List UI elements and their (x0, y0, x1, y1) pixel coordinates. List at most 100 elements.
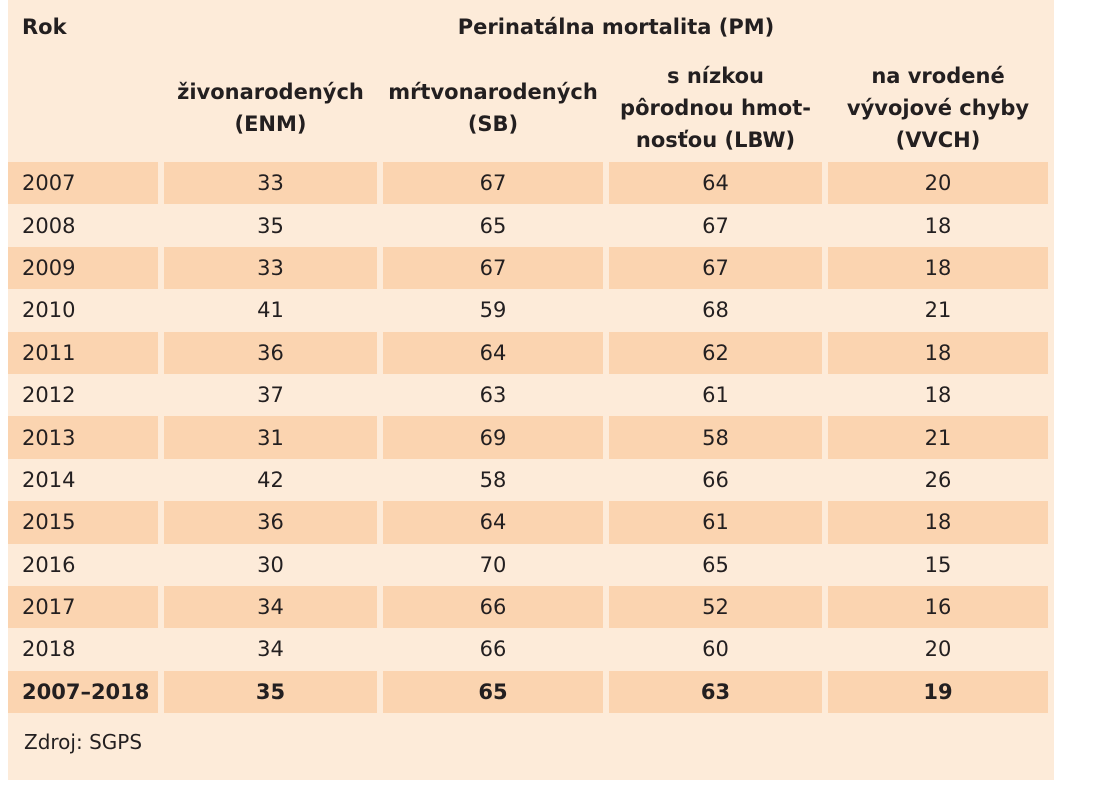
cell-enm: 33 (164, 162, 377, 205)
cell-vvch: 16 (828, 585, 1048, 629)
table-row: 2014 42 58 66 26 (8, 459, 1048, 501)
cell-lbw-total: 63 (609, 670, 822, 714)
cell-sb: 64 (383, 501, 603, 544)
cell-lbw: 67 (609, 246, 822, 290)
cell-enm-total: 35 (164, 670, 377, 714)
cell-sb: 67 (383, 246, 603, 290)
cell-vvch: 20 (924, 637, 952, 662)
source-note: Zdroj: SGPS (24, 730, 143, 754)
cell-enm: 42 (257, 467, 284, 492)
cell-vvch: 15 (924, 552, 952, 577)
cell-year: 2017 (8, 585, 158, 629)
table-row: 2007 33 67 64 20 (8, 162, 1048, 205)
cell-vvch: 21 (924, 298, 952, 323)
cell-sb: 63 (479, 383, 507, 408)
header-enm-line: (ENM) (234, 112, 307, 136)
cell-lbw: 64 (609, 162, 822, 205)
header-rok: Rok (22, 15, 67, 39)
cell-vvch: 18 (828, 331, 1048, 374)
cell-lbw: 66 (702, 467, 729, 492)
header-vvch: na vrodené vývojové chyby (VVCH) (828, 54, 1048, 162)
table-panel: Rok Perinatálna mortalita (PM) živonarod… (8, 0, 1054, 780)
table-row: 2013 31 69 58 21 (8, 416, 1048, 459)
cell-lbw: 65 (702, 552, 729, 577)
cell-sb: 70 (479, 552, 507, 577)
cell-year: 2007 (8, 162, 158, 205)
table-row: 2017 34 66 52 16 (8, 585, 1048, 629)
cell-sb: 59 (479, 298, 507, 323)
cell-sb: 65 (479, 213, 507, 238)
table-row: 2012 37 63 61 18 (8, 374, 1048, 416)
cell-enm: 36 (164, 331, 377, 374)
cell-vvch: 18 (828, 501, 1048, 544)
cell-sb: 64 (383, 331, 603, 374)
header-enm-line: živonarodených (177, 80, 364, 104)
cell-year: 2015 (8, 501, 158, 544)
cell-lbw: 67 (702, 213, 729, 238)
cell-enm: 41 (257, 298, 284, 323)
table-row: 2016 30 70 65 15 (8, 544, 1048, 586)
cell-year: 2008 (22, 213, 76, 238)
cell-enm: 34 (257, 637, 284, 662)
header-lbw-line: pôrodnou hmot- (620, 96, 811, 120)
cell-enm: 35 (257, 213, 284, 238)
header-group-pm: Perinatálna mortalita (PM) (164, 0, 1048, 54)
cell-vvch: 18 (924, 383, 952, 408)
cell-lbw: 60 (702, 637, 729, 662)
cell-sb: 66 (479, 637, 507, 662)
cell-year-total: 2007–2018 (8, 670, 158, 714)
header-vvch-line: na vrodené (871, 64, 1005, 88)
cell-vvch: 20 (828, 162, 1048, 205)
cell-year: 2016 (22, 552, 76, 577)
cell-sb: 58 (479, 467, 507, 492)
header-lbw-line: nosťou (LBW) (635, 128, 796, 152)
cell-vvch: 26 (924, 467, 952, 492)
header-lbw: s nízkou pôrodnou hmot- nosťou (LBW) (609, 54, 822, 162)
cell-year: 2013 (8, 416, 158, 459)
cell-year: 2014 (22, 467, 76, 492)
header-sb-line: mŕtvonarodených (388, 80, 598, 104)
cell-sb: 67 (383, 162, 603, 205)
header-sb-line: (SB) (467, 112, 519, 136)
header-vvch-line: (VVCH) (895, 128, 981, 152)
table-row: 2011 36 64 62 18 (8, 331, 1048, 374)
header-sb: mŕtvonarodených (SB) (383, 54, 603, 162)
cell-vvch: 21 (828, 416, 1048, 459)
table-row: 2009 33 67 67 18 (8, 246, 1048, 290)
cell-sb: 66 (383, 585, 603, 629)
table-row: 2010 41 59 68 21 (8, 289, 1048, 331)
cell-vvch: 18 (828, 246, 1048, 290)
cell-year: 2010 (22, 298, 76, 323)
cell-year: 2018 (22, 637, 76, 662)
cell-lbw: 62 (609, 331, 822, 374)
header-row-2: živonarodených (ENM) mŕtvonarodených (SB… (8, 54, 1048, 162)
header-empty (8, 54, 158, 162)
perinatal-mortality-table: Rok Perinatálna mortalita (PM) živonarod… (2, 0, 1054, 714)
cell-lbw: 61 (702, 383, 729, 408)
cell-lbw: 58 (609, 416, 822, 459)
header-group-pm-label: Perinatálna mortalita (PM) (457, 15, 775, 39)
cell-lbw: 52 (609, 585, 822, 629)
cell-enm: 36 (164, 501, 377, 544)
table-row: 2008 35 65 67 18 (8, 204, 1048, 246)
table-row-total: 2007–2018 35 65 63 19 (8, 670, 1048, 714)
table-row: 2018 34 66 60 20 (8, 628, 1048, 670)
cell-vvch: 18 (924, 213, 952, 238)
cell-sb-total: 65 (383, 670, 603, 714)
header-vvch-line: vývojové chyby (846, 96, 1030, 120)
cell-enm: 31 (164, 416, 377, 459)
header-row-1: Rok Perinatálna mortalita (PM) (8, 0, 1048, 54)
cell-enm: 33 (164, 246, 377, 290)
cell-enm: 34 (164, 585, 377, 629)
cell-year: 2009 (8, 246, 158, 290)
cell-sb: 69 (383, 416, 603, 459)
cell-enm: 30 (257, 552, 284, 577)
cell-enm: 37 (257, 383, 284, 408)
cell-year: 2012 (22, 383, 76, 408)
cell-year: 2011 (8, 331, 158, 374)
table-row: 2015 36 64 61 18 (8, 501, 1048, 544)
cell-lbw: 68 (702, 298, 729, 323)
header-enm: živonarodených (ENM) (164, 54, 377, 162)
header-lbw-line: s nízkou (667, 64, 764, 88)
cell-lbw: 61 (609, 501, 822, 544)
